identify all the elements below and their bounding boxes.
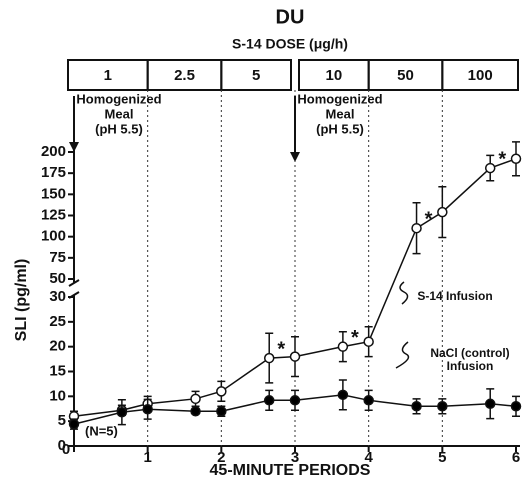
axis-break — [68, 279, 80, 299]
y-axis-label: SLI (pg/ml) — [13, 259, 30, 342]
dose-title: S-14 DOSE (μg/h) — [232, 36, 348, 52]
data-point — [363, 395, 374, 406]
chart-title: DU — [276, 6, 305, 28]
data-point — [411, 401, 422, 412]
data-point — [510, 153, 522, 165]
y-tick-label: 10 — [49, 387, 66, 404]
data-point — [484, 398, 496, 410]
y-tick-label: 50 — [49, 270, 66, 287]
y-tick-label: 150 — [41, 185, 66, 202]
meal-label: (pH 5.5) — [95, 121, 143, 136]
x-tick-label: 5 — [438, 449, 446, 466]
meal-label: Homogenized — [76, 91, 161, 106]
meal-arrowhead — [290, 152, 300, 162]
data-point — [337, 389, 349, 401]
data-point — [437, 401, 448, 412]
x-tick-label: 6 — [512, 449, 520, 466]
x-tick-label: 0 — [62, 441, 70, 458]
y-tick-label: 125 — [41, 206, 66, 223]
y-tick-label: 175 — [41, 164, 66, 181]
meal-arrowhead — [69, 142, 79, 152]
data-point — [142, 403, 153, 415]
data-point — [363, 336, 374, 347]
x-tick-label: 4 — [364, 449, 373, 466]
x-tick-label: 1 — [143, 449, 151, 466]
y-tick-label: 75 — [49, 249, 66, 266]
meal-label: Homogenized — [297, 91, 382, 106]
dose-label: 50 — [397, 67, 414, 84]
y-tick-label: 20 — [49, 338, 66, 355]
significance-mark: * — [425, 208, 433, 230]
series-name: NaCl (control) Infusion — [430, 347, 510, 373]
x-tick-label: 3 — [291, 449, 299, 466]
data-point — [337, 341, 349, 352]
dose-box — [441, 59, 520, 91]
series-label: NaCl (control) Infusion — [430, 347, 510, 373]
data-point — [190, 393, 201, 405]
y-tick-label: 25 — [49, 313, 66, 330]
x-tick-label: 2 — [217, 449, 225, 466]
meal-label: Meal — [326, 106, 355, 121]
y-tick-label: 30 — [49, 288, 66, 305]
y-tick-label: 100 — [41, 228, 66, 245]
x-axis-label: 45-MINUTE PERIODS — [210, 462, 371, 479]
dose-box — [220, 59, 292, 91]
label-pointer — [399, 281, 409, 305]
significance-mark: * — [351, 327, 359, 349]
meal-label: Meal — [105, 106, 134, 121]
data-point — [116, 406, 128, 418]
data-point — [510, 401, 522, 412]
data-point — [68, 418, 80, 430]
dose-label: 10 — [325, 67, 342, 84]
significance-mark: * — [498, 148, 506, 170]
meal-label: (pH 5.5) — [316, 121, 364, 136]
data-point — [263, 395, 275, 406]
n-label: (N=5) — [85, 423, 118, 438]
data-point — [411, 222, 422, 234]
data-point — [190, 405, 201, 417]
series-label: S-14 Infusion — [417, 290, 493, 303]
y-tick-label: 200 — [41, 143, 66, 160]
series-name: S-14 Infusion — [417, 290, 493, 303]
y-tick-label: 15 — [49, 362, 66, 379]
dose-label: 5 — [252, 67, 260, 84]
data-point — [289, 395, 301, 406]
dose-label: 100 — [468, 67, 493, 84]
data-point — [289, 351, 301, 362]
data-point — [216, 405, 227, 417]
significance-mark: * — [277, 338, 285, 360]
label-pointer — [395, 341, 410, 369]
y-tick-label: 0 — [58, 437, 66, 454]
y-tick-label: 5 — [58, 412, 66, 429]
data-point — [216, 386, 227, 397]
data-point — [437, 206, 448, 218]
data-point — [484, 162, 496, 174]
data-point — [263, 352, 275, 364]
dose-label: 2.5 — [174, 67, 195, 84]
dose-label: 1 — [104, 67, 112, 84]
